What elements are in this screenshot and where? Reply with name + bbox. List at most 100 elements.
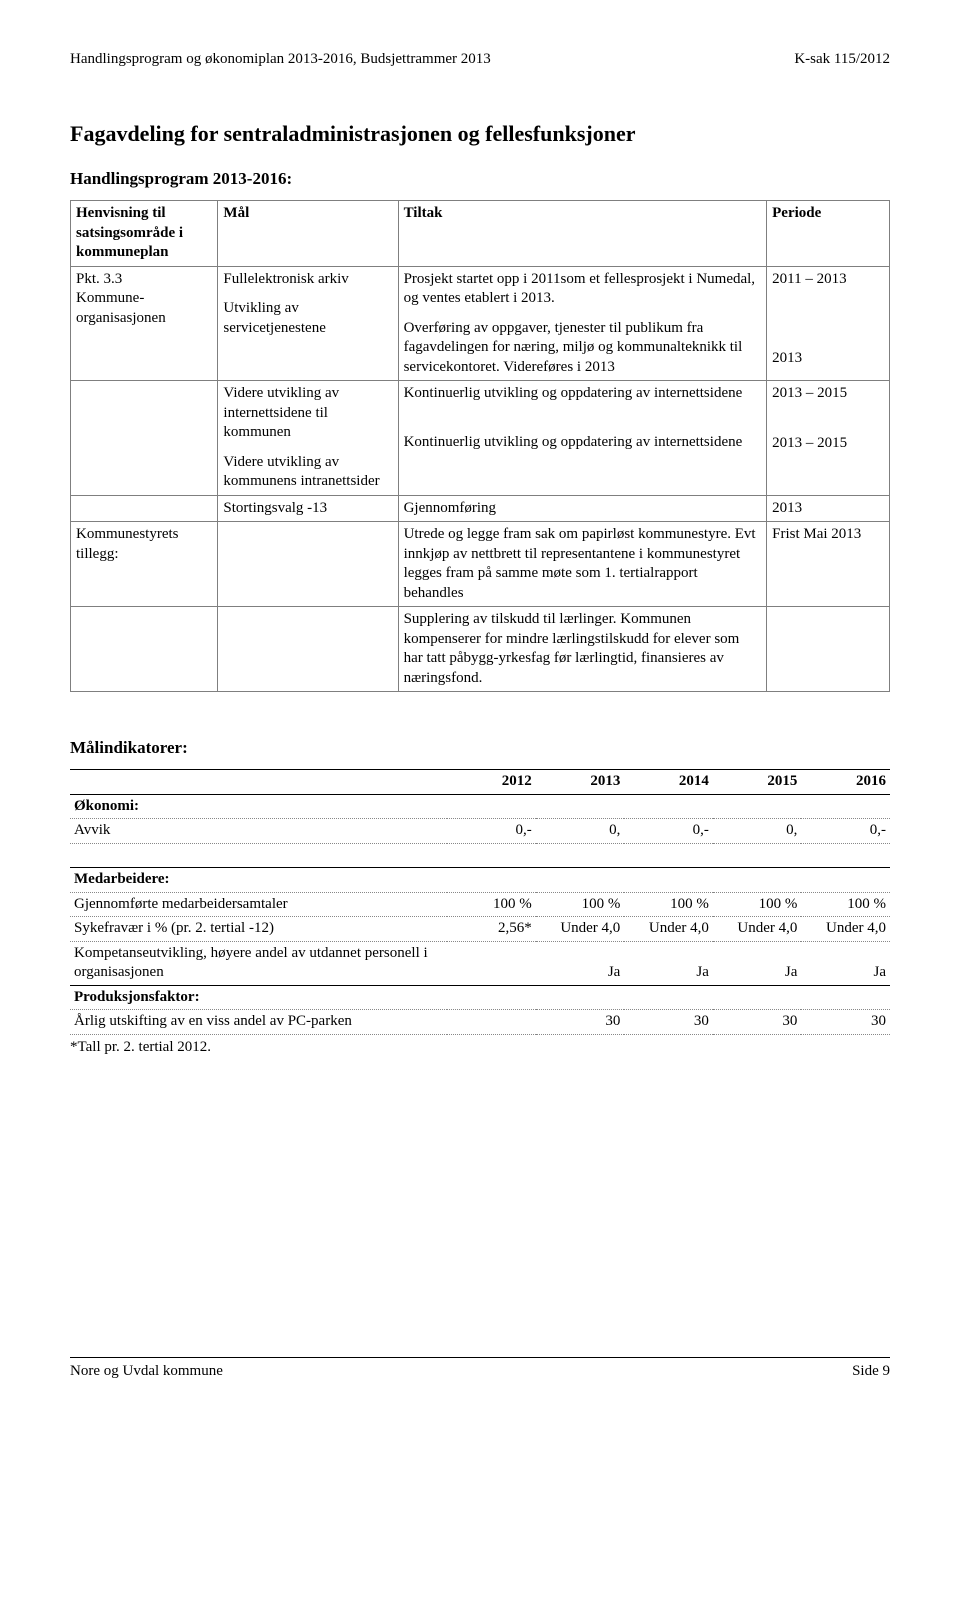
row-label: Sykefravær i % (pr. 2. tertial -12): [70, 917, 447, 942]
ind-year: 2012: [447, 770, 536, 795]
ind-section-okonomi: Økonomi:: [70, 794, 890, 819]
ind-year: 2016: [801, 770, 890, 795]
row-val: 0,-: [447, 819, 536, 844]
row-val: Ja: [713, 941, 802, 985]
row-val: [447, 941, 536, 985]
handlingsprogram-table: Henvisning til satsingsområde i kommunep…: [70, 200, 890, 692]
tiltak-1: Prosjekt startet opp i 2011som et felles…: [404, 270, 762, 309]
ind-row-avvik: Avvik 0,- 0, 0,- 0, 0,-: [70, 819, 890, 844]
row-label: Gjennomførte medarbeidersamtaler: [70, 892, 447, 917]
row-val: Under 4,0: [801, 917, 890, 942]
row-val: 100 %: [801, 892, 890, 917]
maal-1: Fullelektronisk arkiv: [223, 270, 392, 290]
page-footer: Nore og Uvdal kommune Side 9: [70, 1357, 890, 1382]
cell-tiltak: Kontinuerlig utvikling og oppdatering av…: [398, 381, 767, 496]
row-val: Under 4,0: [713, 917, 802, 942]
table-row: Stortingsvalg -13 Gjennomføring 2013: [71, 495, 890, 522]
periode-3: 2013 – 2015: [772, 384, 884, 404]
row-val: 2,56*: [447, 917, 536, 942]
row-val: 30: [624, 1010, 713, 1035]
periode-1: 2011 – 2013: [772, 270, 884, 290]
cell-empty: [71, 381, 218, 496]
table-row: Supplering av tilskudd til lærlinger. Ko…: [71, 607, 890, 692]
ind-row-pc: Årlig utskifting av en viss andel av PC-…: [70, 1010, 890, 1035]
section-label: Medarbeidere:: [70, 868, 447, 893]
th-periode: Periode: [767, 201, 890, 267]
row-label: Kompetanseutvikling, høyere andel av utd…: [70, 941, 447, 985]
row-val: 0,-: [801, 819, 890, 844]
th-maal: Mål: [218, 201, 398, 267]
periode-4: 2013 – 2015: [772, 434, 884, 454]
ind-year: 2013: [536, 770, 625, 795]
table-row: Kommunestyrets tillegg: Utrede og legge …: [71, 522, 890, 607]
th-tiltak: Tiltak: [398, 201, 767, 267]
cell-tiltak: Supplering av tilskudd til lærlinger. Ko…: [398, 607, 767, 692]
cell-empty: [218, 607, 398, 692]
ind-year: 2015: [713, 770, 802, 795]
cell-maal: Stortingsvalg -13: [218, 495, 398, 522]
row-val: 0,-: [624, 819, 713, 844]
tiltak-3: Kontinuerlig utvikling og oppdatering av…: [404, 384, 762, 404]
indicators-footnote: *Tall pr. 2. tertial 2012.: [70, 1038, 890, 1058]
row-val: 100 %: [624, 892, 713, 917]
row-label: Avvik: [70, 819, 447, 844]
cell-periode: Frist Mai 2013: [767, 522, 890, 607]
page-title: Fagavdeling for sentraladministrasjonen …: [70, 120, 890, 149]
ind-header-row: 2012 2013 2014 2015 2016: [70, 770, 890, 795]
table-header-row: Henvisning til satsingsområde i kommunep…: [71, 201, 890, 267]
cell-maal: Fullelektronisk arkiv Utvikling av servi…: [218, 266, 398, 381]
row-val: Ja: [624, 941, 713, 985]
ind-row-sykefravaer: Sykefravær i % (pr. 2. tertial -12) 2,56…: [70, 917, 890, 942]
row-val: Under 4,0: [536, 917, 625, 942]
ind-row-kompetanse: Kompetanseutvikling, høyere andel av utd…: [70, 941, 890, 985]
row-val: Ja: [536, 941, 625, 985]
ind-blank-row: [70, 843, 890, 868]
indicators-table: 2012 2013 2014 2015 2016 Økonomi: Avvik …: [70, 769, 890, 1035]
indicators-title: Målindikatorer:: [70, 737, 890, 759]
cell-empty: [71, 607, 218, 692]
row-label: Årlig utskifting av en viss andel av PC-…: [70, 1010, 447, 1035]
header-right: K-sak 115/2012: [794, 50, 890, 70]
table-row: Pkt. 3.3 Kommune-organisasjonen Fullelek…: [71, 266, 890, 381]
row-val: 30: [713, 1010, 802, 1035]
ind-section-produksjon: Produksjonsfaktor:: [70, 985, 890, 1010]
cell-periode: 2013: [767, 495, 890, 522]
cell-maal: Videre utvikling av internettsidene til …: [218, 381, 398, 496]
pkt-ref: Pkt. 3.3: [76, 271, 122, 287]
cell-tiltak: Utrede og legge fram sak om papirløst ko…: [398, 522, 767, 607]
table-row: Videre utvikling av internettsidene til …: [71, 381, 890, 496]
th-henvisning: Henvisning til satsingsområde i kommunep…: [71, 201, 218, 267]
section-label: Økonomi:: [70, 794, 447, 819]
header-left: Handlingsprogram og økonomiplan 2013-201…: [70, 50, 491, 70]
maal-2: Utvikling av servicetjenestene: [223, 299, 392, 338]
cell-empty: [71, 495, 218, 522]
cell-henvisning: Pkt. 3.3 Kommune-organisasjonen: [71, 266, 218, 381]
row-val: 30: [801, 1010, 890, 1035]
ind-blank-header: [70, 770, 447, 795]
cell-periode: 2013 – 2015 2013 – 2015: [767, 381, 890, 496]
row-val: 0,: [713, 819, 802, 844]
tiltak-2: Overføring av oppgaver, tjenester til pu…: [404, 319, 762, 378]
row-val: 100 %: [536, 892, 625, 917]
cell-tiltak: Prosjekt startet opp i 2011som et felles…: [398, 266, 767, 381]
row-val: 30: [536, 1010, 625, 1035]
cell-empty: [767, 607, 890, 692]
cell-empty: [218, 522, 398, 607]
row-val: [447, 1010, 536, 1035]
maal-3: Videre utvikling av internettsidene til …: [223, 384, 392, 443]
row-val: 100 %: [447, 892, 536, 917]
page-header: Handlingsprogram og økonomiplan 2013-201…: [70, 50, 890, 70]
row-val: Ja: [801, 941, 890, 985]
cell-tiltak: Gjennomføring: [398, 495, 767, 522]
row-val: 100 %: [713, 892, 802, 917]
footer-left: Nore og Uvdal kommune: [70, 1362, 223, 1382]
tiltak-4: Kontinuerlig utvikling og oppdatering av…: [404, 433, 762, 453]
footer-right: Side 9: [852, 1362, 890, 1382]
program-subtitle: Handlingsprogram 2013-2016:: [70, 168, 890, 190]
row-val: 0,: [536, 819, 625, 844]
ind-year: 2014: [624, 770, 713, 795]
periode-2: 2013: [772, 349, 884, 369]
cell-periode: 2011 – 2013 2013: [767, 266, 890, 381]
maal-4: Videre utvikling av kommunens intranetts…: [223, 453, 392, 492]
section-label: Produksjonsfaktor:: [70, 985, 447, 1010]
